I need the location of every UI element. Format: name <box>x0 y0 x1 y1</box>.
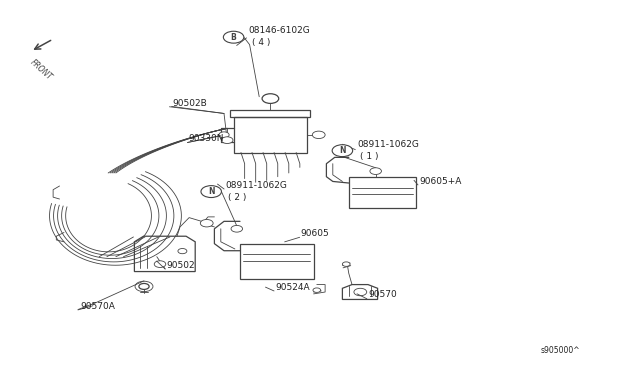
Text: 90502B: 90502B <box>173 99 207 108</box>
Text: 08146-6102G: 08146-6102G <box>248 26 310 35</box>
Text: ( 1 ): ( 1 ) <box>360 152 379 161</box>
Text: 90502: 90502 <box>166 261 195 270</box>
Text: 90524A: 90524A <box>275 283 310 292</box>
Circle shape <box>178 248 187 254</box>
Circle shape <box>201 186 221 198</box>
Circle shape <box>200 219 213 227</box>
Text: N: N <box>339 146 346 155</box>
Text: 90570A: 90570A <box>80 302 115 311</box>
Text: ( 4 ): ( 4 ) <box>252 38 270 47</box>
Circle shape <box>332 145 353 157</box>
Circle shape <box>313 288 321 292</box>
Text: 90605+A: 90605+A <box>419 177 461 186</box>
Text: 08911-1062G: 08911-1062G <box>225 181 287 190</box>
Circle shape <box>342 262 350 266</box>
Circle shape <box>231 225 243 232</box>
Circle shape <box>219 132 229 138</box>
Text: 08911-1062G: 08911-1062G <box>357 140 419 149</box>
Circle shape <box>223 31 244 43</box>
Text: 90605: 90605 <box>301 229 330 238</box>
Text: B: B <box>231 33 236 42</box>
Circle shape <box>370 168 381 174</box>
Circle shape <box>221 137 233 144</box>
Text: 90570: 90570 <box>368 291 397 299</box>
Text: FRONT: FRONT <box>29 58 54 82</box>
Circle shape <box>262 94 279 103</box>
Text: 90330N: 90330N <box>189 134 224 143</box>
Text: s905000^: s905000^ <box>541 346 580 355</box>
Text: ( 2 ): ( 2 ) <box>228 193 247 202</box>
Circle shape <box>312 131 325 139</box>
Circle shape <box>354 288 367 296</box>
Circle shape <box>139 283 149 289</box>
Circle shape <box>154 261 166 267</box>
Text: N: N <box>208 187 214 196</box>
